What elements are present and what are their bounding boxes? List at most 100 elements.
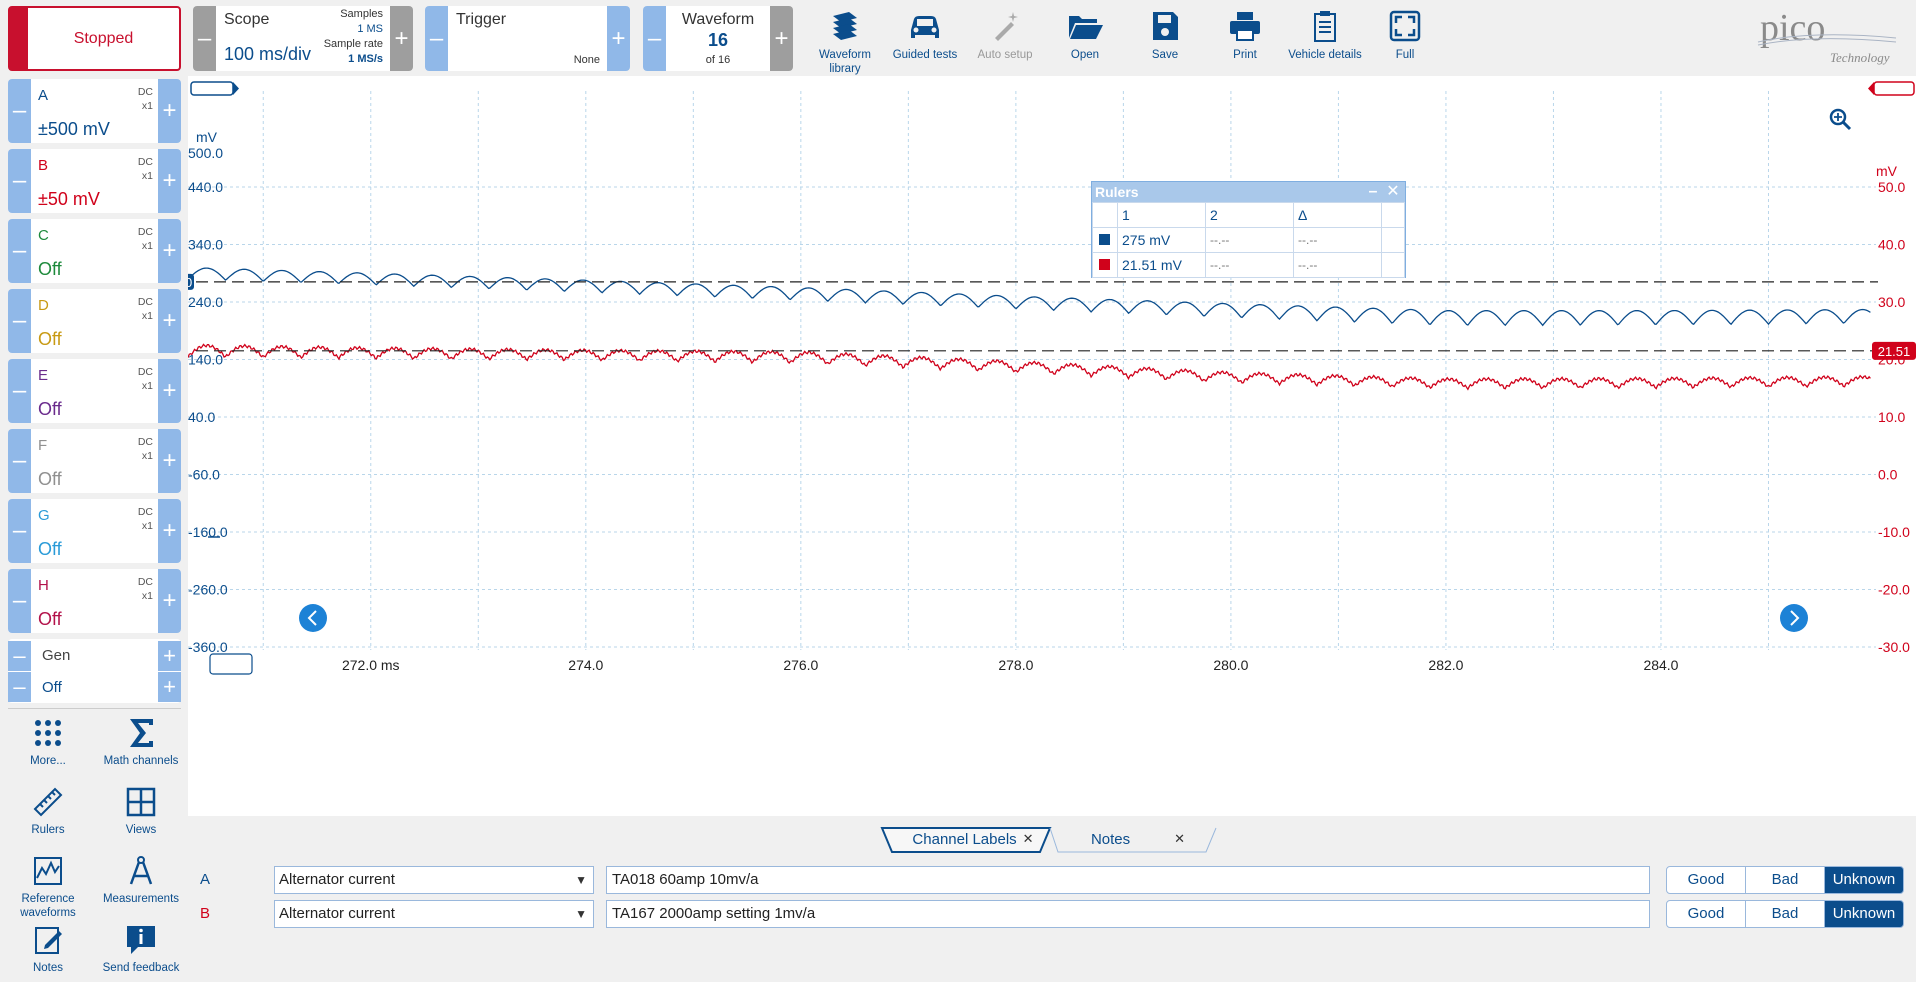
waveform-library-button[interactable]: Waveform library — [808, 6, 882, 75]
rulers-window-header[interactable]: Rulers – ✕ — [1092, 182, 1405, 202]
previous-waveform-button[interactable] — [299, 604, 327, 632]
gen-increase-button[interactable]: + — [158, 641, 181, 671]
label-row-a-unknown-button[interactable]: Unknown — [1824, 866, 1904, 894]
channel-d-increase-button[interactable]: + — [158, 289, 181, 353]
close-icon[interactable]: ✕ — [1386, 183, 1400, 200]
label-row-b-text-input[interactable]: TA167 2000amp setting 1mv/a — [606, 900, 1650, 928]
print-button[interactable]: Print — [1208, 6, 1282, 72]
channel-e-range[interactable]: Off — [38, 399, 62, 419]
tab-channel-labels[interactable]: Channel Labels ✕ — [898, 825, 1048, 853]
notes-button[interactable]: Notes — [8, 919, 88, 982]
trace-channel-b[interactable] — [187, 343, 1871, 391]
measurements-button[interactable]: Measurements — [101, 850, 181, 916]
tab-notes[interactable]: Notes ✕ — [1063, 825, 1213, 853]
channel-c-coupling[interactable]: DC x1 — [137, 226, 153, 252]
full-screen-button[interactable]: Full — [1368, 6, 1442, 72]
samples-value[interactable]: 1 MS — [357, 23, 383, 35]
waveform-previous-button[interactable]: – — [643, 6, 666, 71]
trigger-mode[interactable]: None — [573, 54, 600, 66]
label-row-b-bad-button[interactable]: Bad — [1745, 900, 1825, 928]
label-row-b-select[interactable]: Alternator current ▼ — [274, 900, 594, 928]
close-tab-icon[interactable]: ✕ — [1022, 831, 1034, 846]
reference-waveform-icon — [34, 857, 62, 885]
vehicle-details-button[interactable]: Vehicle details — [1288, 6, 1362, 72]
views-button[interactable]: Views — [101, 781, 181, 847]
pico-technology-logo: pico Technology — [1752, 4, 1902, 70]
channel-c-decrease-button[interactable]: – — [8, 219, 31, 283]
channel-h-range[interactable]: Off — [38, 609, 62, 629]
trigger-decrease-button[interactable]: – — [425, 6, 448, 71]
timebase-decrease-button[interactable]: – — [193, 6, 216, 71]
right-time-ruler-handle[interactable] — [1873, 81, 1915, 96]
label-row-b-good-button[interactable]: Good — [1666, 900, 1746, 928]
oscilloscope-chart[interactable]: mV500.0440.0340.0240.0140.040.0-60.0-160… — [158, 76, 1916, 816]
views-grid-icon — [126, 787, 156, 817]
gen-off-decrease-button[interactable]: – — [8, 672, 31, 702]
left-time-ruler-handle[interactable] — [190, 81, 234, 96]
ruler-tag-right[interactable] — [1872, 341, 1916, 360]
channel-b-decrease-button[interactable]: – — [8, 149, 31, 213]
channel-e-decrease-button[interactable]: – — [8, 359, 31, 423]
channel-b-increase-button[interactable]: + — [158, 149, 181, 213]
channel-a-range[interactable]: ±500 mV — [38, 119, 110, 139]
waveform-next-button[interactable]: + — [770, 6, 793, 71]
channel-a-decrease-button[interactable]: – — [8, 79, 31, 143]
channel-d-decrease-button[interactable]: – — [8, 289, 31, 353]
channel-e-coupling[interactable]: DC x1 — [137, 366, 153, 392]
channel-c-increase-button[interactable]: + — [158, 219, 181, 283]
save-button[interactable]: Save — [1128, 6, 1202, 72]
gen-value[interactable]: Off — [42, 679, 62, 696]
gen-off-increase-button[interactable]: + — [158, 672, 181, 702]
channel-b-range[interactable]: ±50 mV — [38, 189, 100, 209]
trigger-marker[interactable] — [209, 653, 253, 675]
channel-f-range[interactable]: Off — [38, 469, 62, 489]
time-axis-tick-label: 272.0 ms — [342, 657, 400, 673]
channel-g-coupling[interactable]: DC x1 — [137, 506, 153, 532]
channel-c-range[interactable]: Off — [38, 259, 62, 279]
more-button[interactable]: More... — [8, 712, 88, 778]
channel-h-decrease-button[interactable]: – — [8, 569, 31, 633]
label-row-a-good-button[interactable]: Good — [1666, 866, 1746, 894]
label-row-a-select[interactable]: Alternator current ▼ — [274, 866, 594, 894]
timebase-value[interactable]: 100 ms/div — [224, 44, 312, 64]
channel-d-range[interactable]: Off — [38, 329, 62, 349]
channel-e-increase-button[interactable]: + — [158, 359, 181, 423]
channel-a-coupling[interactable]: DC x1 — [137, 86, 153, 112]
zoom-icon[interactable] — [1829, 108, 1847, 126]
label-row-a-text-input[interactable]: TA018 60amp 10mv/a — [606, 866, 1650, 894]
channel-f-coupling[interactable]: DC x1 — [137, 436, 153, 462]
channel-f-name: F — [38, 437, 48, 454]
close-notes-tab-icon[interactable]: ✕ — [1174, 831, 1186, 846]
guided-tests-button[interactable]: Guided tests — [888, 6, 962, 72]
math-channels-button[interactable]: Math channels — [101, 712, 181, 778]
send-feedback-button[interactable]: Send feedback — [101, 919, 181, 982]
channel-b-coupling[interactable]: DC x1 — [137, 156, 153, 182]
auto-setup-button[interactable]: Auto setup — [968, 6, 1042, 72]
svg-text:pico: pico — [1760, 7, 1825, 49]
next-waveform-button[interactable] — [1780, 604, 1808, 632]
scope-view[interactable]: mV 500.0 440.0 340.0 240.0 140.0 40.0 -60.0 -160… — [158, 76, 1916, 816]
channel-f-increase-button[interactable]: + — [158, 429, 181, 493]
channel-g-increase-button[interactable]: + — [158, 499, 181, 563]
channel-d-coupling[interactable]: DC x1 — [137, 296, 153, 322]
trigger-increase-button[interactable]: + — [607, 6, 630, 71]
channel-g-range[interactable]: Off — [38, 539, 62, 559]
reference-waveforms-button[interactable]: Reference waveforms — [8, 850, 88, 919]
rulers-button[interactable]: Rulers — [8, 781, 88, 847]
zoom-icon-plus — [1834, 113, 1842, 121]
minimize-icon[interactable]: – — [1368, 183, 1378, 200]
run-stop-button[interactable]: Stopped — [8, 6, 181, 71]
channel-h-increase-button[interactable]: + — [158, 569, 181, 633]
channel-h-coupling[interactable]: DC x1 — [137, 576, 153, 602]
timebase-increase-button[interactable]: + — [390, 6, 413, 71]
open-button[interactable]: Open — [1048, 6, 1122, 72]
channel-a-increase-button[interactable]: + — [158, 79, 181, 143]
channel-f-decrease-button[interactable]: – — [8, 429, 31, 493]
label-row-b-unknown-button[interactable]: Unknown — [1824, 900, 1904, 928]
rulers-label: Rulers — [31, 824, 65, 836]
gen-decrease-button[interactable]: – — [8, 641, 31, 671]
label-row-a-bad-button[interactable]: Bad — [1745, 866, 1825, 894]
sample-rate-value: 1 MS/s — [348, 53, 383, 65]
trace-channel-a[interactable] — [187, 267, 1871, 327]
channel-g-decrease-button[interactable]: – — [8, 499, 31, 563]
